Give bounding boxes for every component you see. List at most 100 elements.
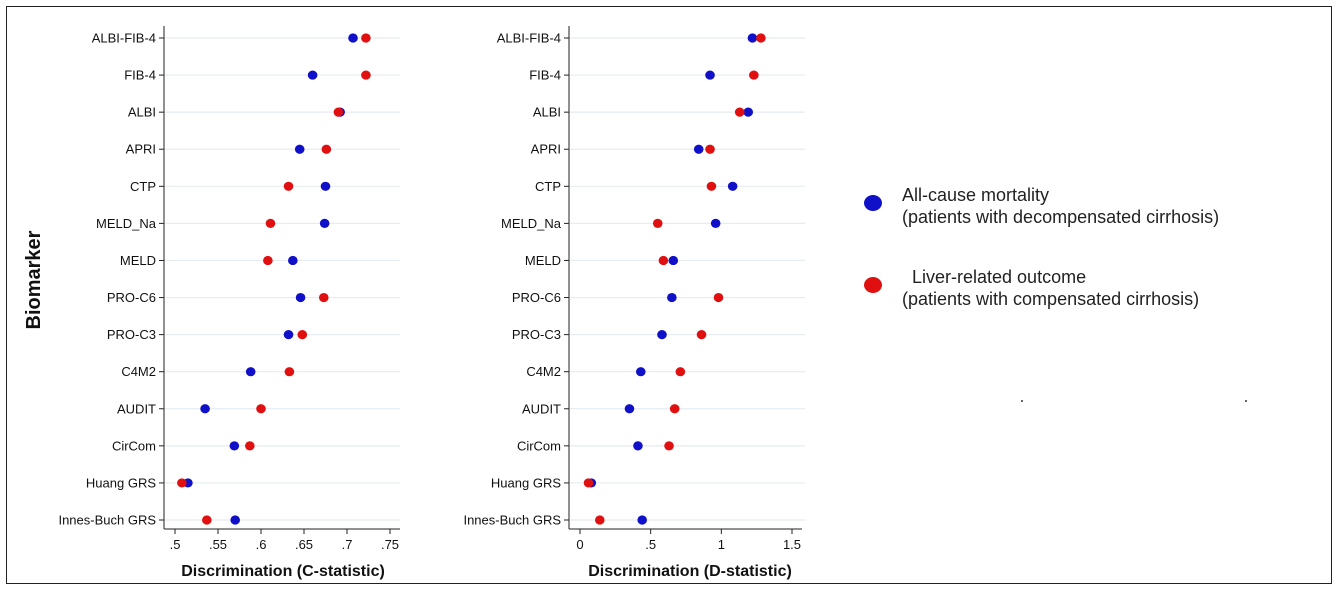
- point-liver-related: [652, 218, 663, 228]
- point-liver-related: [283, 181, 294, 191]
- y-tick-label: C4M2: [526, 364, 561, 379]
- c-statistic-panel: ALBI-FIB-4 FIB-4 ALBI APRI CTP MELD_Na MELD PRO…: [58, 26, 400, 580]
- point-all-cause: [348, 33, 358, 43]
- point-liver-related: [256, 404, 266, 414]
- legend-item-all-cause: All-cause mortality (patients with decom…: [864, 185, 1219, 227]
- point-liver-related: [265, 218, 276, 228]
- legend: All-cause mortality (patients with decom…: [864, 185, 1219, 309]
- point-liver-related: [706, 181, 717, 191]
- point-all-cause: [743, 107, 753, 117]
- y-tick-label: FIB-4: [124, 68, 156, 83]
- point-liver-related: [333, 107, 344, 117]
- point-liver-related: [297, 330, 308, 340]
- x-tick-label: .65: [295, 537, 313, 552]
- point-liver-related: [177, 478, 187, 488]
- point-liver-related: [245, 441, 255, 451]
- point-liver-related: [675, 367, 686, 377]
- y-tick-label: CirCom: [517, 438, 561, 453]
- stray-dot: [1021, 400, 1023, 402]
- point-all-cause: [710, 218, 721, 228]
- point-all-cause: [668, 255, 679, 266]
- y-tick-label: MELD: [120, 253, 156, 268]
- point-all-cause: [693, 144, 704, 154]
- point-liver-related: [734, 107, 745, 117]
- x-axis-title: Discrimination (D-statistic): [588, 563, 792, 580]
- y-tick-label: Innes-Buch GRS: [463, 513, 561, 528]
- point-all-cause: [319, 218, 330, 228]
- y-tick-label: C4M2: [121, 364, 156, 379]
- y-tick-label: ALBI-FIB-4: [92, 31, 156, 46]
- point-liver-related: [284, 367, 295, 377]
- y-tick-label: PRO-C6: [107, 290, 156, 305]
- legend-label-line2: (patients with compensated cirrhosis): [902, 289, 1199, 309]
- y-tick-label: CirCom: [112, 438, 156, 453]
- y-tick-label: Innes-Buch GRS: [58, 513, 156, 528]
- point-all-cause: [295, 292, 306, 303]
- y-tick-label: MELD_Na: [501, 216, 562, 231]
- point-all-cause: [283, 330, 294, 340]
- x-axis-title: Discrimination (C-statistic): [181, 563, 385, 580]
- x-tick-label: 0: [576, 537, 583, 552]
- point-all-cause: [307, 70, 318, 80]
- y-tick-label: MELD: [525, 253, 561, 268]
- point-liver-related: [318, 292, 329, 303]
- point-liver-related: [696, 330, 707, 340]
- point-all-cause: [288, 255, 298, 266]
- y-tick-label: MELD_Na: [96, 216, 157, 231]
- point-all-cause: [635, 367, 646, 377]
- point-all-cause: [200, 404, 210, 414]
- point-all-cause: [320, 181, 331, 191]
- y-tick-label: PRO-C3: [512, 327, 561, 342]
- x-tick-label: .55: [209, 537, 227, 552]
- point-all-cause: [747, 33, 758, 43]
- y-tick-label: CTP: [535, 179, 561, 194]
- y-tick-label: APRI: [531, 142, 561, 157]
- y-tick-label: APRI: [126, 142, 156, 157]
- y-tick-label: PRO-C6: [512, 290, 561, 305]
- point-liver-related: [321, 144, 332, 154]
- legend-label-line1: All-cause mortality: [902, 185, 1049, 205]
- point-liver-related: [669, 404, 680, 414]
- legend-label-line2: (patients with decompensated cirrhosis): [902, 207, 1219, 227]
- point-liver-related: [361, 33, 371, 43]
- point-all-cause: [294, 144, 305, 154]
- point-all-cause: [230, 515, 240, 525]
- point-liver-related: [664, 441, 674, 451]
- legend-item-liver-related: Liver-related outcome (patients with com…: [864, 267, 1199, 309]
- y-axis-title: Biomarker: [23, 230, 45, 329]
- x-tick-label: .5: [645, 537, 656, 552]
- point-all-cause: [727, 181, 738, 191]
- point-liver-related: [705, 144, 715, 154]
- y-tick-label: Huang GRS: [491, 475, 561, 490]
- point-all-cause: [624, 404, 635, 414]
- y-tick-label: ALBI-FIB-4: [497, 31, 561, 46]
- y-tick-label: PRO-C3: [107, 327, 156, 342]
- d-statistic-panel: ALBI-FIB-4 FIB-4 ALBI APRI CTP MELD_Na MELD PRO…: [463, 26, 805, 580]
- point-liver-related: [658, 255, 669, 266]
- x-tick-label: .5: [170, 537, 181, 552]
- figure-frame: [6, 6, 1332, 584]
- point-all-cause: [705, 70, 715, 80]
- point-all-cause: [657, 330, 667, 340]
- point-liver-related: [361, 70, 371, 80]
- point-liver-related: [202, 515, 212, 525]
- stray-dot: [1245, 400, 1247, 402]
- y-tick-label: FIB-4: [529, 68, 561, 83]
- y-tick-label: ALBI: [128, 105, 156, 120]
- y-tick-label: ALBI: [533, 105, 561, 120]
- y-tick-label: Huang GRS: [86, 475, 156, 490]
- legend-marker-blue: [864, 195, 882, 211]
- point-liver-related: [583, 478, 594, 488]
- y-tick-label: CTP: [130, 179, 156, 194]
- point-liver-related: [263, 255, 273, 266]
- x-tick-label: .75: [381, 537, 399, 552]
- x-tick-label: .6: [256, 537, 267, 552]
- y-tick-label: AUDIT: [522, 401, 561, 416]
- point-all-cause: [667, 292, 677, 303]
- x-tick-label: 1.5: [783, 537, 801, 552]
- legend-label-line1: Liver-related outcome: [912, 267, 1086, 287]
- point-all-cause: [637, 515, 647, 525]
- point-all-cause: [229, 441, 240, 451]
- point-liver-related: [713, 292, 724, 303]
